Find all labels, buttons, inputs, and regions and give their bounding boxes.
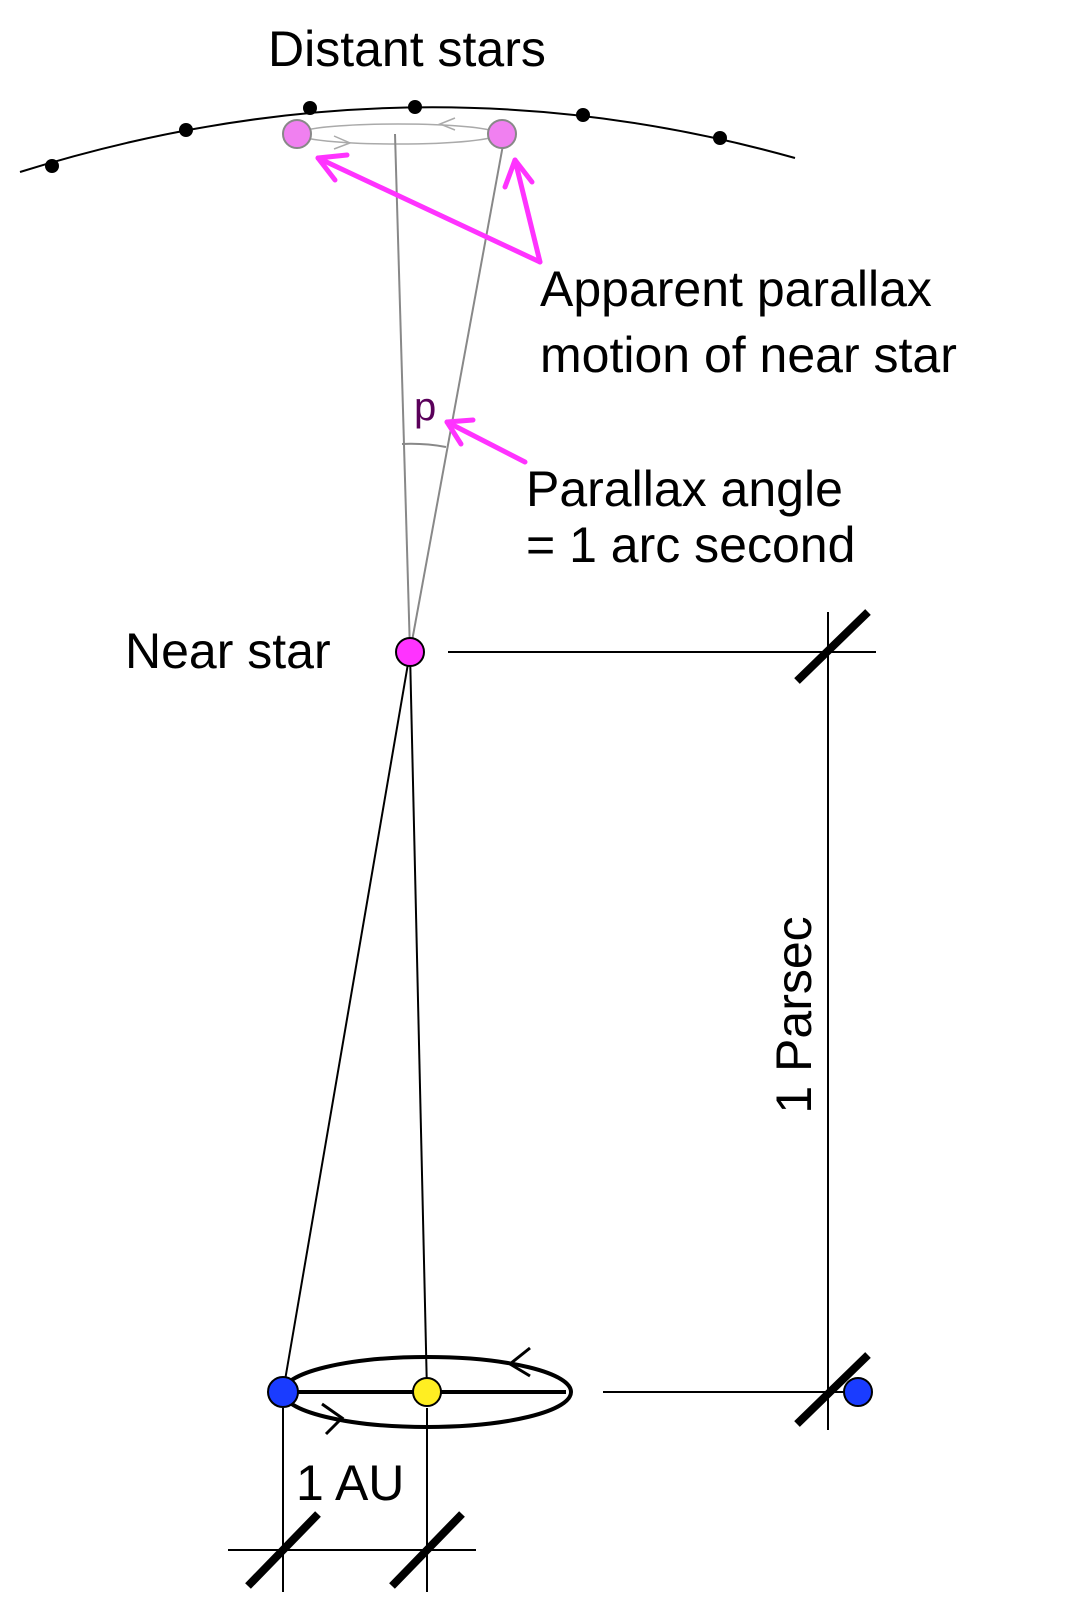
sight-line-to-right-image <box>409 133 506 653</box>
parallax-angle-arc <box>401 442 447 448</box>
distant-stars <box>45 100 727 173</box>
distant-stars-label: Distant stars <box>268 21 546 77</box>
au-label: 1 AU <box>296 1455 404 1511</box>
apparent-motion-label-line2: motion of near star <box>540 327 957 383</box>
apparent-star-right <box>487 119 517 149</box>
annotation-arrowhead-right <box>502 157 535 190</box>
distant-star-dot <box>45 159 59 173</box>
au-tick-right <box>389 1511 465 1589</box>
distant-star-dot <box>576 108 590 122</box>
line-near-star-to-sun <box>409 651 428 1393</box>
apparent-star-left <box>282 119 312 149</box>
parsec-tick-top <box>794 609 871 684</box>
apparent-motion-label-line1: Apparent parallax <box>540 261 932 317</box>
apparent-motion-ellipse <box>297 123 499 145</box>
annotation-arrowhead-left <box>315 152 350 183</box>
annotation-arrow-to-right-image <box>512 157 543 265</box>
near-star <box>395 637 425 667</box>
parallax-angle-label-line1: Parallax angle <box>526 461 843 517</box>
parsec-label: 1 Parsec <box>766 916 822 1113</box>
near-star-label: Near star <box>125 623 331 679</box>
apparent-motion-arrow-right <box>333 135 352 150</box>
earth-far-marker <box>843 1377 873 1407</box>
line-near-star-to-earth <box>282 651 411 1393</box>
parallax-angle-label-line2: = 1 arc second <box>526 517 855 573</box>
apparent-motion-arrow-left <box>437 117 456 131</box>
orbit-arrow-top <box>507 1346 531 1378</box>
au-tick-left <box>245 1511 321 1589</box>
sun <box>412 1377 442 1407</box>
apparent-motion-annotation-arrows <box>315 152 543 465</box>
distant-star-dot <box>303 101 317 115</box>
celestial-sphere-arc <box>19 106 796 173</box>
distant-star-dot <box>179 123 193 137</box>
orbit-arrow-bottom <box>321 1402 345 1436</box>
annotation-arrow-to-left-image <box>315 155 543 265</box>
sight-line-to-left-image <box>394 133 411 653</box>
parallax-symbol: p <box>414 385 436 429</box>
earth <box>267 1376 299 1408</box>
distant-star-dot <box>408 100 422 114</box>
annotation-arrow-to-angle <box>444 419 528 465</box>
annotation-arrowhead-angle <box>444 417 476 447</box>
parsec-tick-bottom <box>794 1352 871 1427</box>
distant-star-dot <box>713 131 727 145</box>
